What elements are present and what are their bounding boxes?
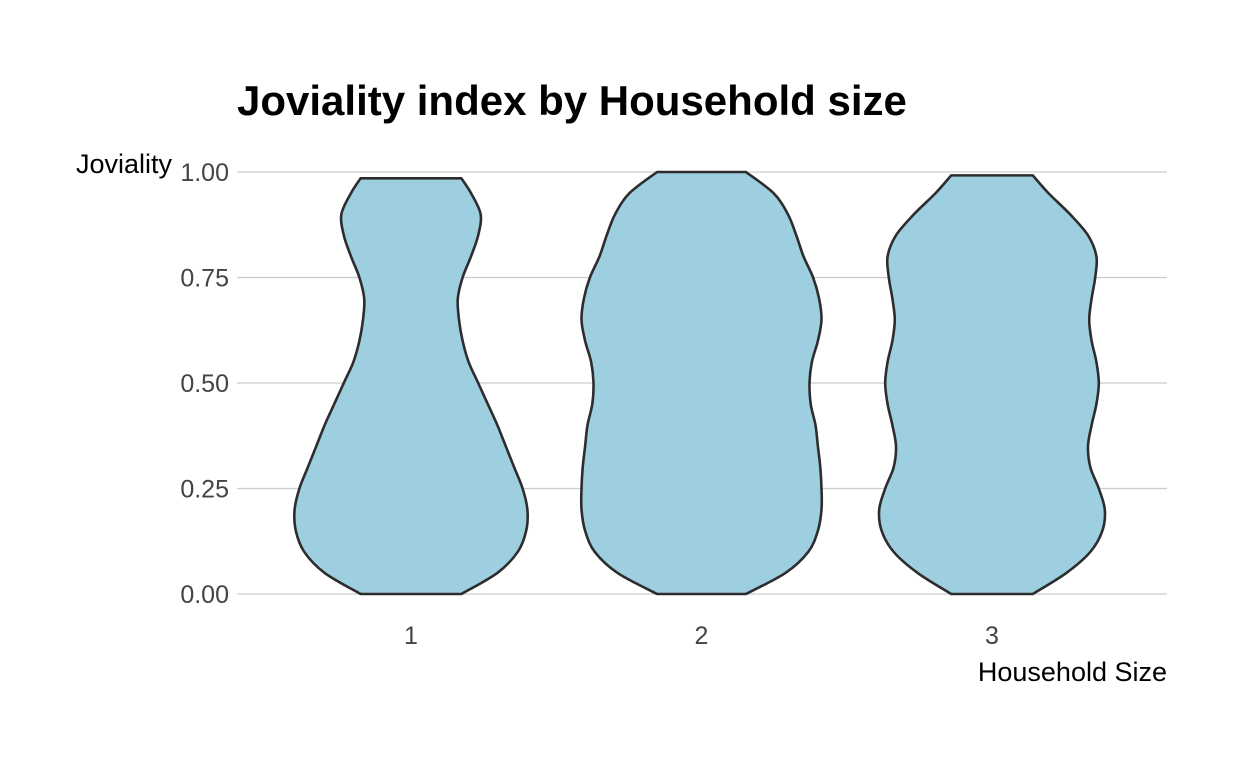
x-axis-ticks: 1 2 3 <box>404 622 999 650</box>
violin-3 <box>877 174 1107 596</box>
y-tick-label: 1.00 <box>180 159 229 187</box>
x-tick-label: 3 <box>985 622 999 650</box>
y-axis-ticks: 0.00 0.25 0.50 0.75 1.00 <box>180 159 229 609</box>
y-tick-label: 0.50 <box>180 370 229 398</box>
y-axis-title: Joviality <box>76 149 173 179</box>
chart-title: Joviality index by Household size <box>237 77 907 124</box>
x-axis-title: Household Size <box>978 657 1167 687</box>
violin-2 <box>579 170 824 596</box>
y-tick-label: 0.00 <box>180 581 229 609</box>
violins <box>292 170 1107 596</box>
x-tick-label: 1 <box>404 622 418 650</box>
x-tick-label: 2 <box>695 622 709 650</box>
violin-1 <box>292 177 530 596</box>
y-tick-label: 0.25 <box>180 476 229 504</box>
y-tick-label: 0.75 <box>180 265 229 293</box>
